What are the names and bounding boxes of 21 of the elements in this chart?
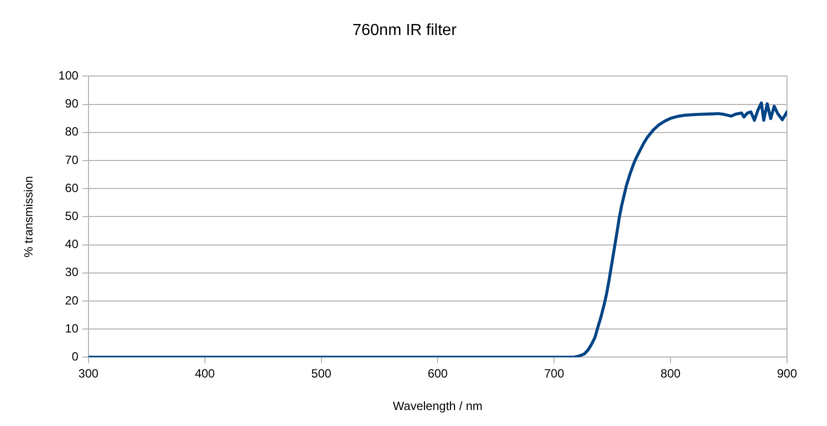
y-tick-label: 30 <box>65 265 79 280</box>
y-tick-label: 50 <box>65 209 79 224</box>
y-tick-label: 70 <box>65 152 79 167</box>
y-tick-label: 100 <box>58 68 79 83</box>
y-tick-label: 90 <box>65 96 79 111</box>
y-tick-label: 60 <box>65 180 79 195</box>
x-tick-label: 800 <box>660 366 681 381</box>
y-axis-title: % transmission <box>22 176 36 258</box>
y-tick-label: 40 <box>65 237 79 252</box>
x-tick-label: 700 <box>544 366 564 381</box>
x-axis-title: Wavelength / nm <box>392 399 483 414</box>
y-tick-label: 0 <box>72 350 79 364</box>
x-tick-label: 900 <box>776 366 798 381</box>
x-tick-label: 400 <box>194 366 216 381</box>
chart-title: 760nm IR filter <box>352 22 458 40</box>
y-tick-label: 20 <box>65 293 79 308</box>
y-tick-label: 80 <box>65 124 79 139</box>
x-tick-label: 500 <box>311 366 332 381</box>
x-tick-label: 600 <box>428 366 448 381</box>
x-tick-label: 300 <box>78 366 99 381</box>
y-tick-label: 10 <box>65 321 79 336</box>
